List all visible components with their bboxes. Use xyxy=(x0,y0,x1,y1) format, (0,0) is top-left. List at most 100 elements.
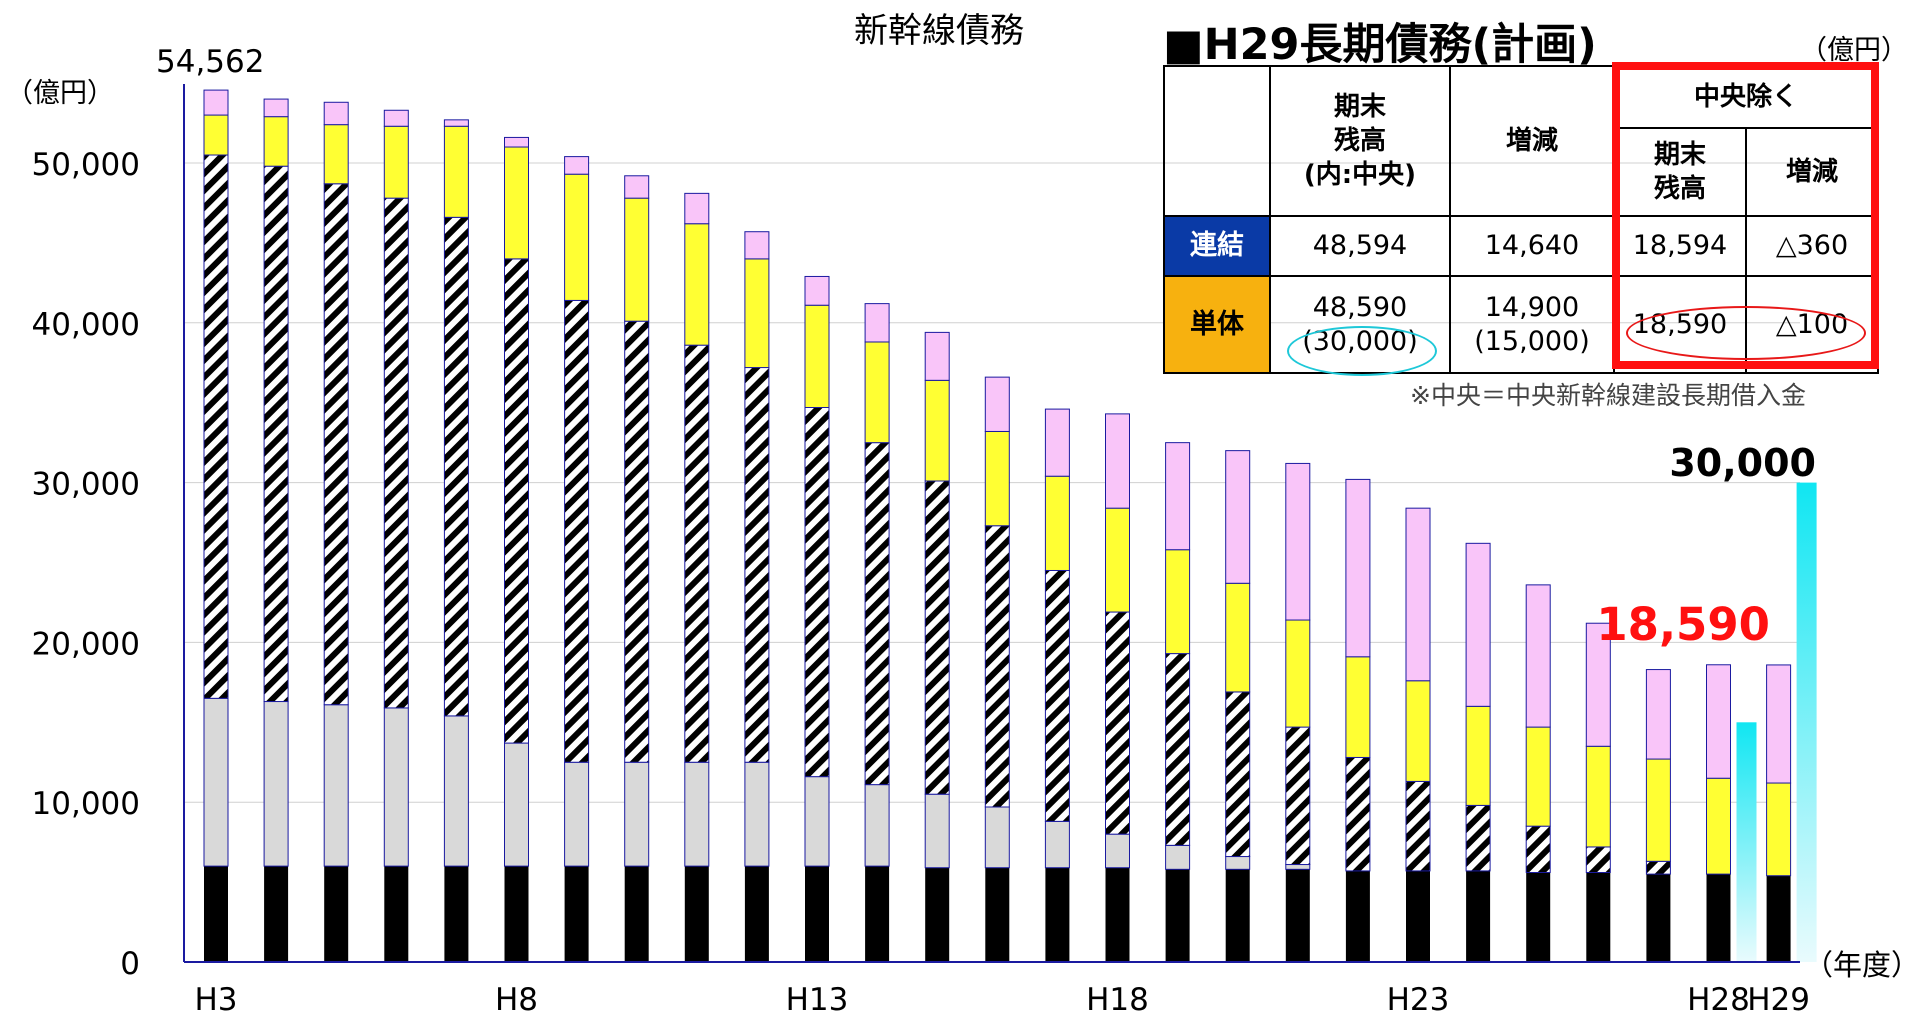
bar-stack-H24 xyxy=(1465,542,1491,962)
bar-segment-H8-s0 xyxy=(504,866,529,962)
bar-segment-H3-s4 xyxy=(203,89,229,116)
bar-segment-H11-s0 xyxy=(684,866,709,962)
bar-segment-H18-s4 xyxy=(1105,413,1130,509)
bar-segment-H22-s0 xyxy=(1345,870,1370,962)
table-row-tantai: 単体 48,590 (30,000) 14,900 (15,000) 18,59… xyxy=(1163,275,1880,374)
y-tick-label: 10,000 xyxy=(32,786,140,822)
header-change: 増減 xyxy=(1449,65,1615,217)
bar-stack-H13 xyxy=(804,275,830,962)
bar-segment-H3-s2 xyxy=(203,154,229,699)
bar-stack-H5 xyxy=(323,101,349,962)
bar-segment-H11-s3 xyxy=(684,223,710,346)
bar-segment-H27-s2 xyxy=(1645,860,1671,875)
bar-segment-H21-s3 xyxy=(1285,619,1311,728)
x-tick-label: H18 xyxy=(1086,982,1149,1018)
bar-segment-H26-s4 xyxy=(1585,622,1611,747)
bar-stack-H7 xyxy=(443,119,469,962)
x-tick-label: H28 xyxy=(1687,982,1750,1018)
bar-segment-H23-s2 xyxy=(1405,780,1431,872)
bar-segment-H9-s2 xyxy=(564,299,590,763)
bar-stack-H22 xyxy=(1345,478,1371,962)
bar-segment-H8-s3 xyxy=(504,146,529,260)
table-title: ■H29長期債務(計画) xyxy=(1163,20,1597,70)
annotation-18590: 18,590 xyxy=(1596,598,1770,651)
header-excl-change: 増減 xyxy=(1744,127,1880,217)
bar-segment-H20-s0 xyxy=(1225,869,1250,962)
bar-segment-H21-s2 xyxy=(1285,726,1311,866)
bar-segment-H16-s2 xyxy=(984,525,1010,808)
bar-segment-H9-s1 xyxy=(564,761,590,867)
chart-title: 新幹線債務 xyxy=(854,11,1024,51)
bar-segment-H5-s1 xyxy=(323,704,349,867)
bar-segment-H9-s3 xyxy=(564,173,590,301)
bar-segment-H7-s3 xyxy=(443,125,469,218)
bar-segment-H7-s0 xyxy=(444,866,469,962)
bar-segment-H12-s1 xyxy=(744,761,770,867)
bar-segment-H24-s4 xyxy=(1465,542,1491,707)
bar-segment-H4-s3 xyxy=(263,116,289,167)
bar-segment-H22-s3 xyxy=(1345,656,1371,758)
bar-segment-H17-s4 xyxy=(1044,408,1070,477)
bar-segment-H3-s0 xyxy=(204,866,228,962)
bar-segment-H3-s3 xyxy=(203,114,229,156)
bar-segment-H19-s2 xyxy=(1165,653,1191,846)
bar-segment-H7-s4 xyxy=(443,119,469,127)
header-balance-line1: 期末 xyxy=(1333,92,1386,122)
bar-segment-H20-s4 xyxy=(1225,450,1251,584)
bar-segment-H18-s0 xyxy=(1105,867,1130,962)
bar-stack-H20 xyxy=(1225,450,1251,962)
x-axis-label: （年度） xyxy=(1804,948,1920,982)
bar-segment-H21-s1 xyxy=(1285,864,1311,870)
bar-stack-H25 xyxy=(1525,584,1551,962)
bar-stack-H28 xyxy=(1706,664,1731,962)
bar-segment-H26-s2 xyxy=(1585,846,1611,874)
bar-stack-H17 xyxy=(1044,408,1070,962)
bar-segment-H14-s3 xyxy=(864,341,890,444)
bar-segment-H28-s0 xyxy=(1706,874,1731,962)
bar-segment-H13-s0 xyxy=(805,866,829,962)
cyan-bar-0 xyxy=(1736,722,1757,962)
bar-segment-H24-s3 xyxy=(1465,705,1491,806)
bar-segment-H16-s1 xyxy=(984,806,1010,869)
bar-segment-H18-s2 xyxy=(1105,611,1130,835)
bar-segment-H4-s0 xyxy=(264,866,289,962)
bar-segment-H16-s0 xyxy=(985,867,1010,962)
bar-stack-H29 xyxy=(1766,664,1792,962)
bar-segment-H10-s0 xyxy=(624,866,649,962)
bar-segment-H20-s2 xyxy=(1225,691,1251,858)
x-tick-label: H13 xyxy=(786,982,849,1018)
bar-segment-H28-s3 xyxy=(1706,777,1731,875)
table-unit: （億円） xyxy=(1800,35,1908,66)
bar-segment-H29-s4 xyxy=(1766,664,1792,784)
bar-segment-H24-s2 xyxy=(1465,804,1491,872)
cell-renketsu-balance: 48,594 xyxy=(1269,215,1451,277)
bar-stack-H3 xyxy=(203,89,229,962)
annotation-30000: 30,000 xyxy=(1669,441,1816,485)
x-tick-label: H8 xyxy=(495,982,538,1018)
bar-stack-H27 xyxy=(1645,669,1671,962)
bars-group xyxy=(203,89,1792,962)
bar-segment-H12-s4 xyxy=(744,231,770,260)
bar-segment-H19-s1 xyxy=(1165,844,1191,870)
total-label: 54,562 xyxy=(156,44,264,80)
cell-tantai-balance-main: 48,590 xyxy=(1312,291,1408,323)
bar-stack-H15 xyxy=(924,331,950,962)
bar-segment-H8-s2 xyxy=(504,258,529,744)
cell-tantai-change-main: 14,900 xyxy=(1484,291,1580,323)
bar-segment-H11-s2 xyxy=(684,344,710,763)
bar-segment-H10-s4 xyxy=(624,175,650,199)
bar-segment-H28-s4 xyxy=(1706,664,1731,779)
bar-segment-H3-s1 xyxy=(203,697,229,867)
bar-segment-H7-s2 xyxy=(443,216,469,717)
x-tick-label: H29 xyxy=(1747,982,1810,1018)
bar-stack-H12 xyxy=(744,231,770,962)
bar-segment-H12-s2 xyxy=(744,367,770,763)
bar-segment-H5-s2 xyxy=(323,183,349,706)
bar-segment-H21-s0 xyxy=(1285,869,1310,962)
bar-segment-H18-s1 xyxy=(1105,833,1130,869)
bar-segment-H16-s4 xyxy=(984,376,1010,432)
row-label-tantai: 単体 xyxy=(1163,275,1271,374)
y-tick-label: 20,000 xyxy=(32,626,140,662)
